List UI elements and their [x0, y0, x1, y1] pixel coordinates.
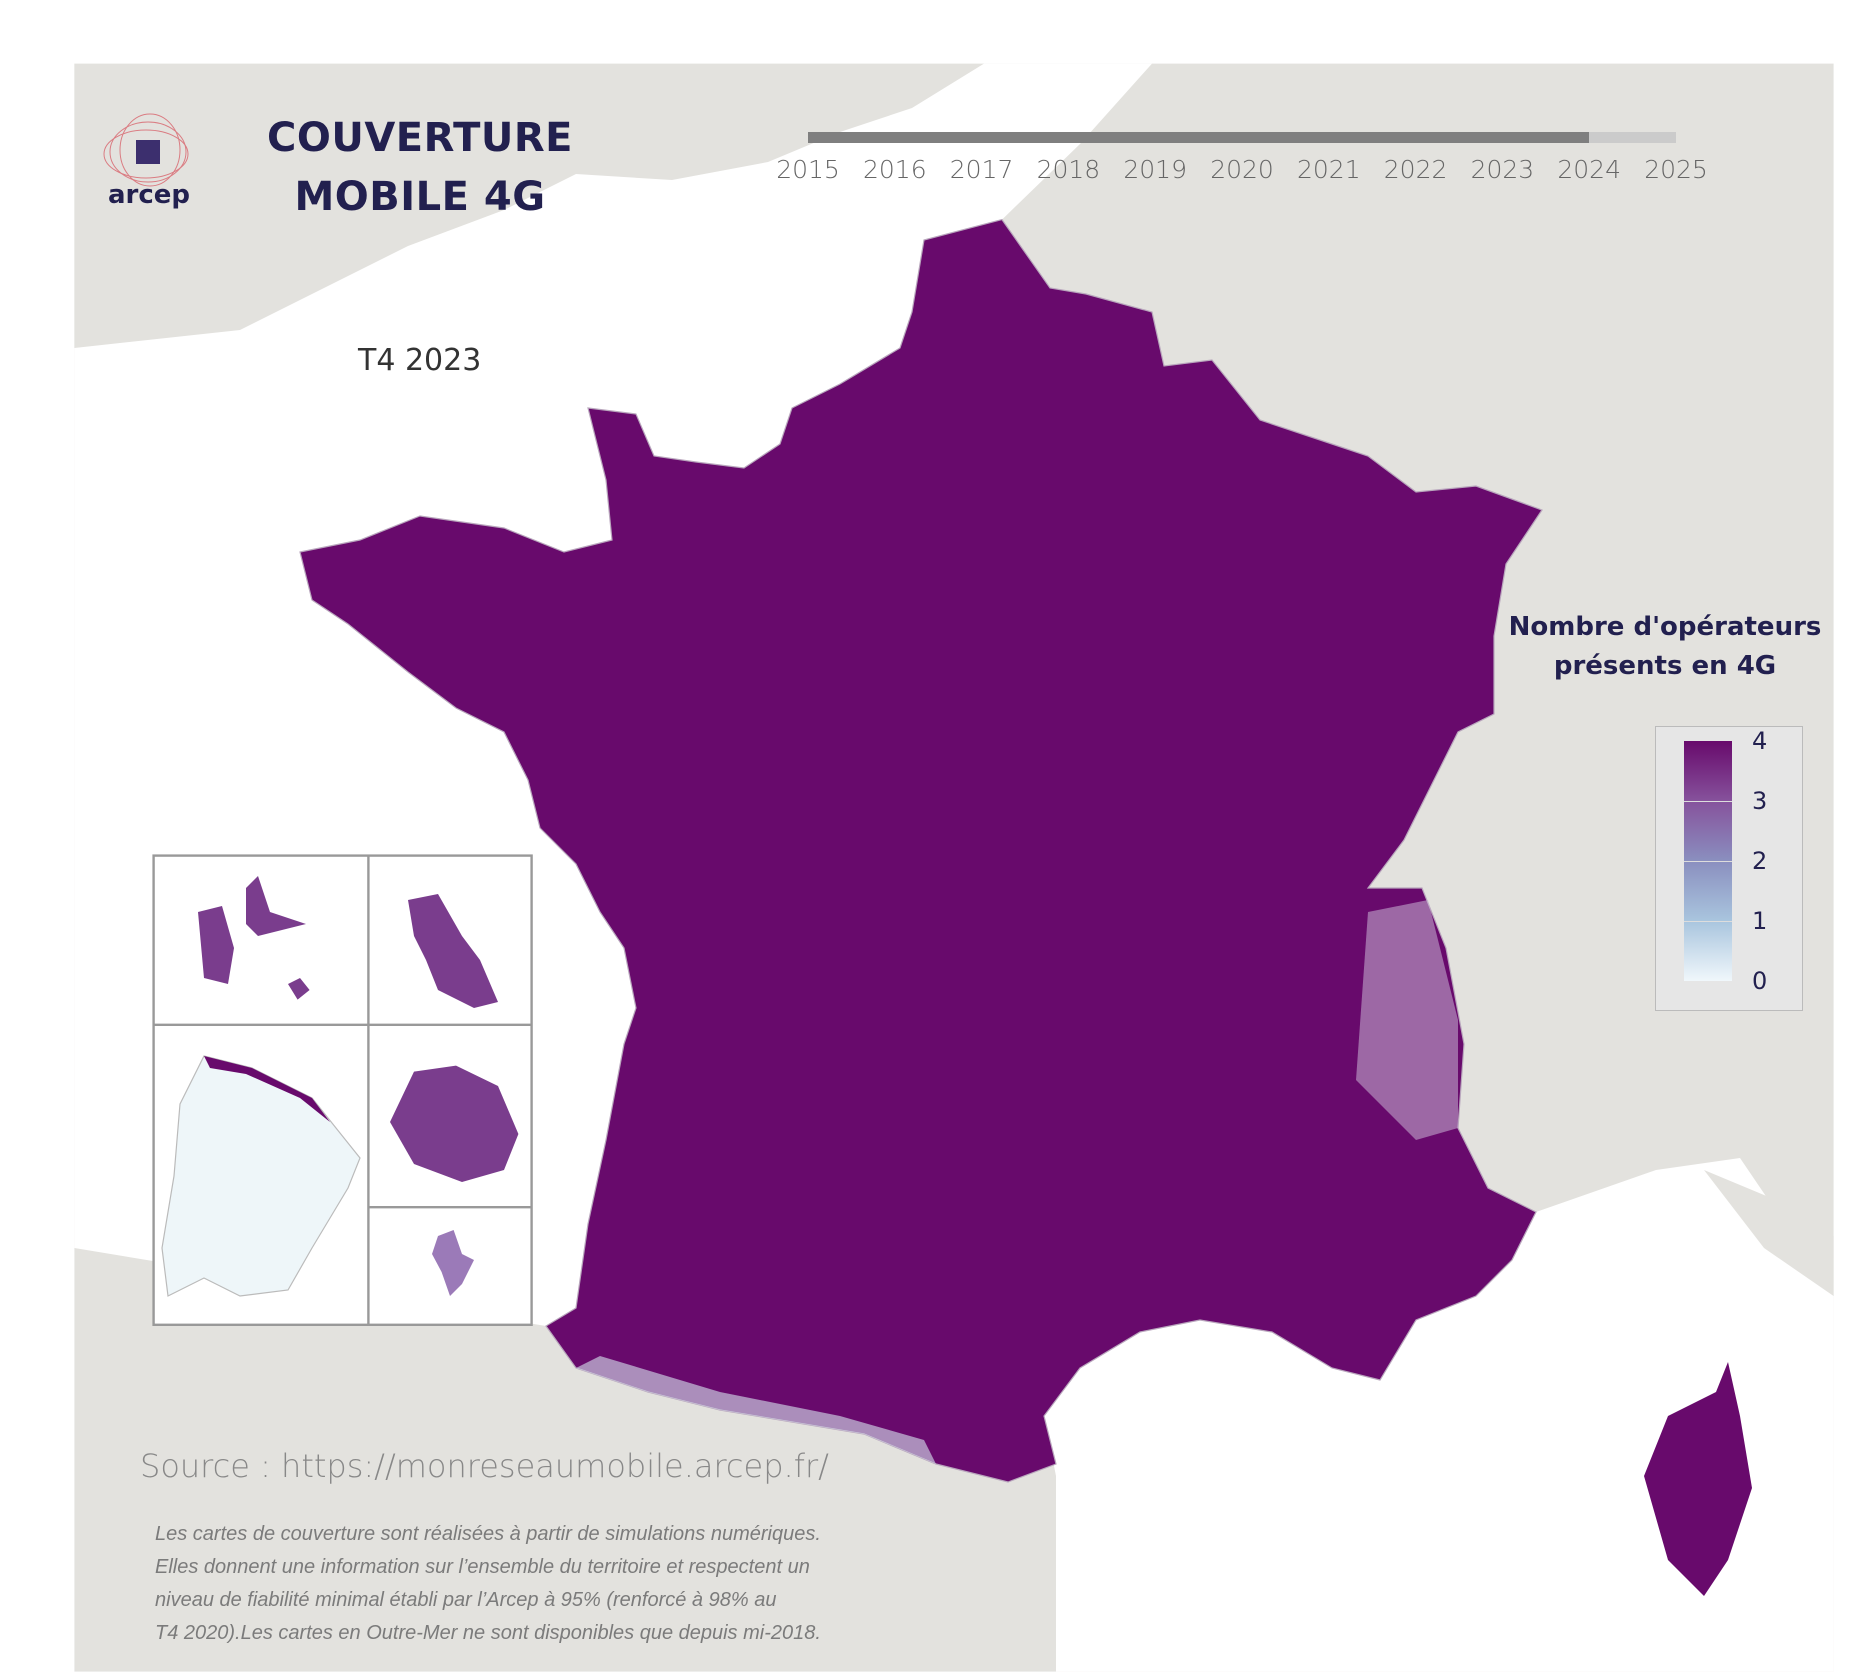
inset-guyane-coast [204, 1056, 330, 1122]
title-line-2: MOBILE 4G [294, 174, 546, 220]
timeline-year-2015[interactable]: 2015 [776, 155, 840, 184]
period-label: T4 2023 [358, 343, 482, 378]
arcep-logo [98, 112, 208, 212]
note-line: Les cartes de couverture sont réalisées … [155, 1523, 821, 1545]
legend-tick [1684, 921, 1732, 922]
timeline-year-2017[interactable]: 2017 [949, 155, 1014, 184]
note-line: Elles donnent une information sur l’ense… [155, 1556, 810, 1578]
legend-label-2: 2 [1752, 847, 1768, 875]
source-text: Source : https://monreseaumobile.arcep.f… [140, 1447, 829, 1485]
timeline-year-2019[interactable]: 2019 [1123, 155, 1187, 184]
timeline-year-2024[interactable]: 2024 [1557, 155, 1621, 184]
timeline-year-2023[interactable]: 2023 [1470, 155, 1535, 184]
mediterranean-sea [1044, 1158, 1834, 1672]
legend-label-0: 0 [1752, 967, 1768, 995]
inset-mayotte [432, 1230, 475, 1296]
timeline-year-2016[interactable]: 2016 [862, 155, 927, 184]
logo-text: arcep [108, 180, 191, 210]
legend-label-4: 4 [1752, 727, 1768, 755]
timeline-year-2018[interactable]: 2018 [1036, 155, 1101, 184]
timeline-year-2020[interactable]: 2020 [1210, 155, 1274, 184]
corsica [1644, 1362, 1753, 1597]
legend-tick [1684, 861, 1732, 862]
inset-guadeloupe [198, 876, 310, 1000]
legend-title: Nombre d'opérateurs présents en 4G [1500, 608, 1830, 686]
great-britain [74, 63, 985, 348]
italy-land [1704, 1170, 1834, 1296]
legend: 4 3 2 1 0 [1655, 726, 1803, 1011]
title-line-1: COUVERTURE [266, 115, 573, 161]
timeline-year-2021[interactable]: 2021 [1296, 155, 1361, 184]
timeline-slider[interactable] [808, 132, 1676, 143]
timeline-year-2022[interactable]: 2022 [1383, 155, 1448, 184]
legend-label-3: 3 [1752, 787, 1768, 815]
legend-title-line-1: Nombre d'opérateurs [1508, 612, 1822, 642]
pyrenees-partial-coverage [576, 1356, 937, 1464]
inset-martinique [408, 894, 499, 1009]
legend-color-ramp [1684, 741, 1732, 981]
alps-partial-coverage [1356, 900, 1458, 1140]
legend-label-1: 1 [1752, 907, 1768, 935]
note-line: T4 2020).Les cartes en Outre-Mer ne sont… [155, 1622, 821, 1644]
note-line: niveau de fiabilité minimal établi par l… [155, 1589, 777, 1611]
inset-reunion [390, 1065, 519, 1182]
timeline-year-2025[interactable]: 2025 [1644, 155, 1708, 184]
inset-guyane [161, 1055, 361, 1297]
timeline-progress [808, 132, 1590, 143]
legend-tick [1684, 801, 1732, 802]
overseas-insets [152, 854, 533, 1327]
legend-title-line-2: présents en 4G [1553, 651, 1777, 681]
methodology-note: Les cartes de couverture sont réalisées … [155, 1518, 821, 1650]
